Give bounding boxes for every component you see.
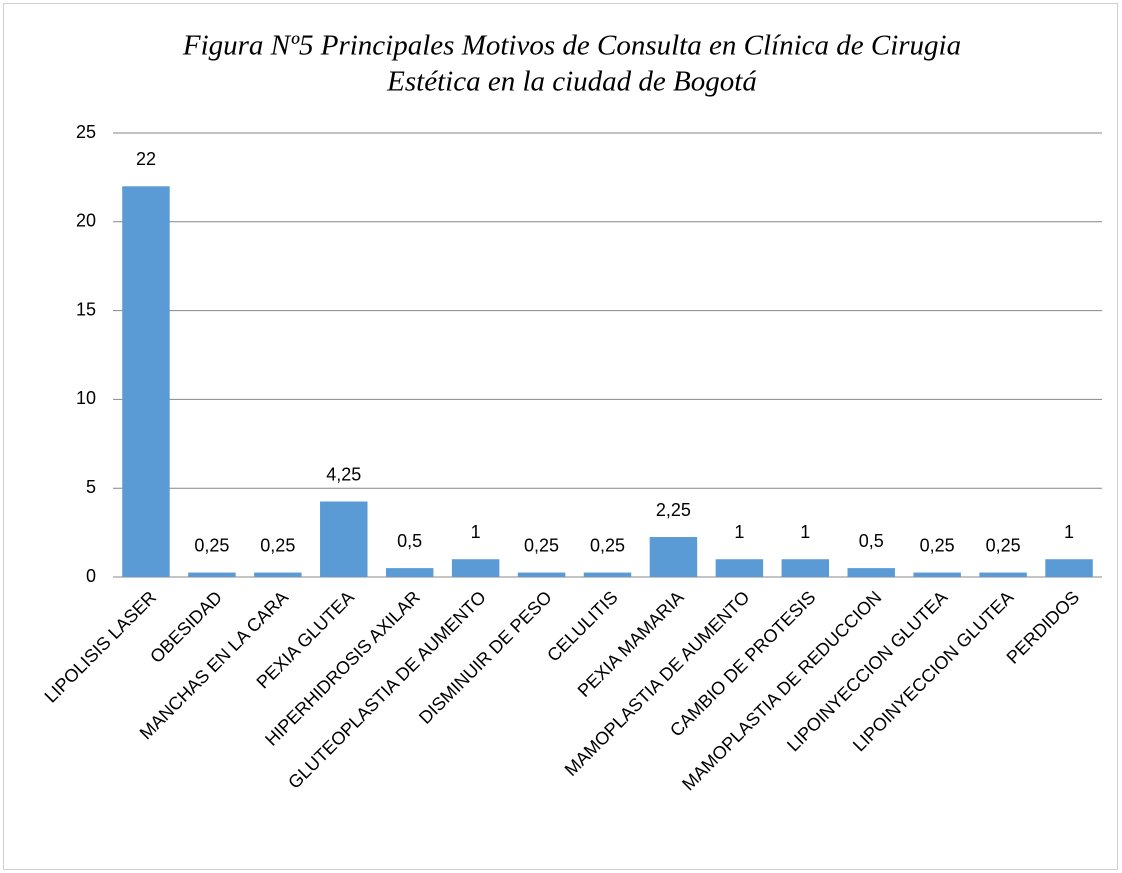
y-tick-label: 5: [86, 477, 96, 497]
bar: [451, 559, 500, 577]
y-tick-label: 10: [76, 388, 96, 408]
bar: [649, 537, 698, 577]
data-label: 1: [734, 522, 744, 542]
bar: [715, 559, 764, 577]
bar: [583, 572, 632, 577]
bar: [1045, 559, 1093, 577]
data-label: 1: [800, 522, 810, 542]
data-label: 0,25: [524, 535, 559, 555]
data-label: 0,25: [920, 535, 955, 555]
data-label: 0,25: [260, 535, 295, 555]
data-label: 0,5: [859, 531, 884, 551]
bar: [517, 572, 566, 577]
bar: [781, 559, 830, 577]
data-label: 1: [1064, 522, 1074, 542]
data-label: 22: [136, 149, 156, 169]
data-label: 0,25: [986, 535, 1021, 555]
bar: [385, 568, 434, 577]
y-tick-label: 15: [76, 299, 96, 319]
bar: [122, 186, 170, 577]
bar: [188, 572, 236, 577]
data-label: 0,25: [194, 535, 229, 555]
data-label: 2,25: [656, 500, 691, 520]
chart-border: [3, 3, 1118, 870]
y-tick-label: 25: [76, 122, 96, 142]
chart-title: Estética en la ciudad de Bogotá: [386, 66, 757, 98]
bar: [847, 568, 895, 577]
data-label: 1: [471, 522, 481, 542]
bar: [320, 501, 368, 577]
chart-title: Figura Nº5 Principales Motivos de Consul…: [182, 30, 961, 62]
data-label: 0,5: [397, 531, 422, 551]
data-label: 0,25: [590, 535, 625, 555]
data-label: 4,25: [326, 464, 361, 484]
bar: [979, 572, 1027, 577]
y-tick-label: 0: [86, 566, 96, 586]
bar: [913, 572, 961, 577]
y-tick-label: 20: [76, 211, 96, 231]
bar: [254, 572, 302, 577]
